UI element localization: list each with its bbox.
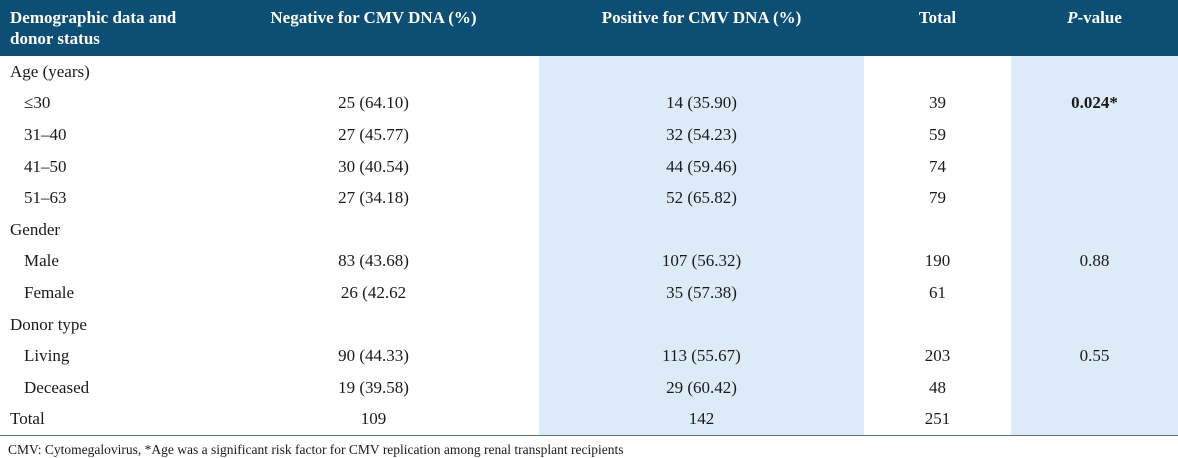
cell-negative [208, 309, 539, 341]
cell-p-value [1011, 308, 1178, 341]
cell-p-value [1011, 213, 1178, 246]
cell-negative: 109 [208, 403, 539, 436]
cell-positive: 32 (54.23) [539, 119, 864, 151]
cell-p-value [1011, 371, 1178, 404]
cell-positive: 35 (57.38) [539, 277, 864, 309]
row-label: ≤30 [24, 93, 51, 113]
cell-negative: 26 (42.62 [340, 282, 407, 302]
row-label: Deceased [24, 377, 90, 397]
cell-positive [539, 213, 864, 246]
header-demographic-line1: Demographic data and [10, 8, 177, 27]
table-row: ≤30 25 (64.10) 14 (35.90) 39 0.024* [0, 87, 1178, 120]
cmv-demographics-table: Demographic data and donor status Negati… [0, 0, 1178, 436]
table-row: 51–63 27 (34.18) 52 (65.82) 79 [0, 182, 1178, 214]
cell-total: 74 [929, 156, 946, 176]
table-row-total: Total 109 142 251 [0, 403, 1178, 436]
cell-total: 203 [924, 346, 951, 366]
cell-negative: 25 (64.10) [338, 93, 409, 113]
row-label: Age (years) [10, 61, 90, 81]
cell-positive: 52 (65.82) [539, 182, 864, 214]
cell-total: 251 [864, 403, 1011, 436]
cell-negative: 19 (39.58) [338, 377, 409, 397]
cell-negative [208, 214, 539, 246]
row-label: Male [24, 251, 59, 271]
header-total: Total [918, 8, 957, 27]
cell-negative: 83 (43.68) [338, 251, 409, 271]
cell-negative: 30 (40.54) [338, 156, 409, 176]
header-row: Demographic data and donor status Negati… [0, 0, 1178, 56]
cell-negative: 27 (34.18) [338, 188, 409, 208]
row-label: Living [24, 346, 70, 366]
table-row-age-section: Age (years) [0, 56, 1178, 88]
header-p-italic: P [1067, 8, 1078, 27]
table-body: Age (years) ≤30 25 (64.10) 14 (35.90) 39… [0, 56, 1178, 436]
cell-negative: 90 (44.33) [338, 346, 409, 366]
table-footnote: CMV: Cytomegalovirus, *Age was a signifi… [8, 441, 624, 457]
cell-total: 190 [924, 251, 951, 271]
cell-p-value [1011, 403, 1178, 436]
row-label: Total [0, 403, 208, 436]
table-row: Living 90 (44.33) 113 (55.67) 203 0.55 [0, 340, 1178, 372]
cell-negative: 27 (45.77) [338, 124, 409, 144]
cell-total: 48 [929, 377, 946, 397]
cell-p-value [1011, 56, 1178, 88]
row-label: 41–50 [24, 156, 67, 176]
cell-total [864, 56, 1011, 88]
cell-p-value [1011, 119, 1178, 151]
table-row: Female 26 (42.62 35 (57.38) 61 [0, 277, 1178, 309]
row-label: 31–40 [24, 124, 67, 144]
table-header: Demographic data and donor status Negati… [0, 0, 1178, 56]
header-positive: Positive for CMV DNA (%) [601, 8, 802, 27]
cell-positive: 113 (55.67) [539, 340, 864, 372]
cell-p-value [1011, 277, 1178, 309]
cell-total [864, 214, 1011, 246]
cell-p-value: 0.024* [1011, 87, 1178, 120]
cell-total [864, 309, 1011, 341]
cell-total: 59 [929, 124, 946, 144]
cell-p-value [1011, 182, 1178, 214]
cell-positive [539, 56, 864, 88]
header-p-value: P-value [1011, 0, 1178, 56]
cell-total: 61 [929, 282, 946, 302]
cell-positive: 29 (60.42) [539, 371, 864, 404]
row-label: Donor type [10, 314, 87, 334]
cell-negative [208, 56, 539, 88]
cell-total: 39 [929, 93, 946, 113]
table-row: Male 83 (43.68) 107 (56.32) 190 0.88 [0, 245, 1178, 278]
cell-positive: 107 (56.32) [539, 245, 864, 278]
table-row-donor-section: Donor type [0, 308, 1178, 341]
table-row: 31–40 27 (45.77) 32 (54.23) 59 [0, 119, 1178, 151]
header-demographic: Demographic data and donor status [0, 0, 208, 56]
cell-positive: 44 (59.46) [539, 150, 864, 183]
cell-p-value [1011, 150, 1178, 183]
row-label: Female [24, 282, 75, 302]
header-demographic-line2: donor status [10, 29, 100, 48]
cell-positive: 142 [539, 403, 864, 436]
header-negative: Negative for CMV DNA (%) [270, 8, 477, 27]
cell-positive [539, 308, 864, 341]
row-label: 51–63 [24, 188, 67, 208]
cell-p-value: 0.88 [1011, 245, 1178, 278]
cell-p-value: 0.55 [1011, 340, 1178, 372]
table-row: Deceased 19 (39.58) 29 (60.42) 48 [0, 371, 1178, 404]
cell-total: 79 [929, 188, 946, 208]
row-label: Gender [10, 219, 61, 239]
header-p-rest: -value [1077, 8, 1122, 27]
table-row-gender-section: Gender [0, 213, 1178, 246]
cell-positive: 14 (35.90) [539, 87, 864, 120]
table-row: 41–50 30 (40.54) 44 (59.46) 74 [0, 150, 1178, 183]
